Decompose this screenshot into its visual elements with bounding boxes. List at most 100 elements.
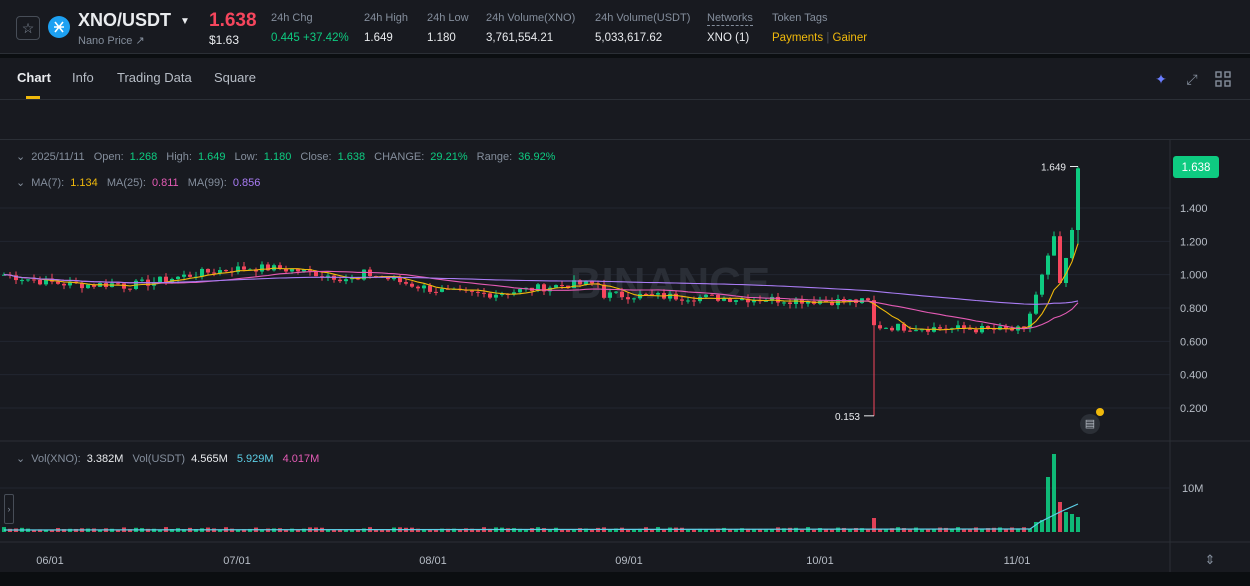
- candle-body: [482, 292, 486, 294]
- volume-bar: [632, 529, 636, 532]
- volume-bar: [704, 529, 708, 532]
- candle-body: [908, 330, 912, 332]
- pair-title[interactable]: XNO/USDT: [78, 10, 172, 30]
- stat-24h-high: 24h High 1.649: [364, 12, 409, 44]
- candle-body: [692, 300, 696, 302]
- candle-body: [962, 325, 966, 329]
- candle-body: [608, 292, 612, 298]
- ticker-header: ☆ XNO/USDT ▼ Nano Price ↗ 1.638 $1.63 24…: [0, 0, 1250, 54]
- volume-bar: [848, 529, 852, 532]
- candle-body: [188, 274, 192, 277]
- volume-bar: [578, 528, 582, 532]
- volume-bar: [362, 528, 366, 532]
- candle-body: [656, 293, 660, 295]
- tab-chart[interactable]: Chart: [17, 70, 51, 85]
- candle-body: [644, 293, 648, 295]
- y-tick-label: 1.000: [1180, 270, 1208, 282]
- tag-gainer[interactable]: Gainer: [832, 32, 868, 44]
- candle-body: [116, 283, 120, 285]
- volume-bar: [1016, 528, 1020, 532]
- volume-bar: [770, 529, 774, 532]
- volume-bar: [38, 529, 42, 532]
- candle-body: [422, 285, 426, 289]
- volume-bar: [824, 529, 828, 532]
- candle-body: [320, 276, 324, 278]
- volume-bar: [458, 529, 462, 532]
- volume-bar: [158, 529, 162, 532]
- volume-bar: [1070, 514, 1074, 532]
- high-marker-label: 1.649: [1041, 163, 1066, 174]
- price-chart[interactable]: BINANCE 1.400 1.200 1.000 0.800 0.600 0.400 0.…: [0, 140, 1250, 572]
- fullscreen-icon[interactable]: ⤢: [1186, 70, 1198, 87]
- volume-bar: [638, 528, 642, 532]
- candlestick-chart-svg[interactable]: BINANCE 1.4001.2001.0000.8000.6000.4000.…: [0, 140, 1250, 572]
- candle-body: [806, 301, 810, 304]
- candle-body: [314, 270, 318, 277]
- candle-body: [554, 285, 558, 288]
- tab-trading-data[interactable]: Trading Data: [117, 70, 192, 85]
- ai-sparkle-icon[interactable]: ✦: [1155, 70, 1167, 87]
- candle-body: [914, 330, 918, 332]
- volume-bar: [710, 529, 714, 532]
- stat-token-tags: Token Tags Payments | Gainer: [772, 12, 868, 44]
- volume-bar: [608, 529, 612, 532]
- ma25-line: [3, 270, 1079, 330]
- stat-networks[interactable]: Networks XNO (1): [707, 12, 753, 44]
- volume-bar: [950, 529, 954, 532]
- volume-tick-label: 10M: [1182, 483, 1203, 495]
- last-price-usd: $1.63: [209, 33, 240, 47]
- volume-bar: [932, 529, 936, 532]
- volume-bar: [722, 527, 726, 532]
- news-icon[interactable]: ▤: [1080, 414, 1100, 434]
- favorite-star-button[interactable]: ☆: [16, 16, 40, 40]
- candle-body: [764, 300, 768, 302]
- candle-body: [260, 264, 264, 272]
- volume-bar: [182, 529, 186, 532]
- candle-body: [920, 329, 924, 331]
- volume-ma-line: [3, 503, 1079, 531]
- volume-bar: [866, 528, 870, 532]
- volume-bar: [326, 529, 330, 532]
- volume-bar: [260, 529, 264, 532]
- tab-square[interactable]: Square: [214, 70, 256, 85]
- candle-body: [536, 284, 540, 291]
- last-price: 1.638: [209, 10, 257, 31]
- pair-dropdown-caret-icon[interactable]: ▼: [180, 16, 190, 27]
- volume-bar: [1004, 528, 1008, 532]
- coin-price-link[interactable]: Nano Price ↗: [78, 35, 145, 47]
- star-icon: ☆: [21, 19, 35, 36]
- candle-body: [284, 269, 288, 272]
- volume-bar: [836, 527, 840, 532]
- candle-body: [266, 264, 270, 271]
- candle-body: [416, 286, 420, 289]
- candle-body: [518, 289, 522, 293]
- volume-bar: [938, 527, 942, 532]
- collapse-icon: ⌄: [16, 177, 26, 189]
- volume-bar: [998, 527, 1002, 532]
- candle-body: [86, 284, 90, 289]
- expand-panel-handle[interactable]: ›: [4, 494, 14, 524]
- volume-bar: [662, 528, 666, 532]
- tag-payments[interactable]: Payments: [772, 32, 824, 44]
- candle-body: [470, 290, 474, 292]
- volume-bar: [302, 528, 306, 532]
- volume-bar: [50, 529, 54, 532]
- candle-body: [572, 280, 576, 289]
- x-tick-label: 08/01: [419, 555, 447, 567]
- candle-body: [80, 283, 84, 289]
- candle-body: [278, 265, 282, 270]
- volume-bar: [962, 529, 966, 532]
- candle-body: [620, 291, 624, 298]
- candle-body: [338, 279, 342, 282]
- candle-body: [884, 327, 888, 329]
- tab-info[interactable]: Info: [72, 70, 94, 85]
- volume-bar: [794, 527, 798, 532]
- volume-bar: [434, 529, 438, 532]
- volume-bar: [44, 529, 48, 532]
- volume-bar: [788, 527, 792, 532]
- candle-body: [32, 279, 36, 281]
- volume-bar: [464, 528, 468, 532]
- volume-bar: [974, 527, 978, 532]
- candle-body: [494, 294, 498, 298]
- layout-grid-icon[interactable]: [1214, 70, 1232, 88]
